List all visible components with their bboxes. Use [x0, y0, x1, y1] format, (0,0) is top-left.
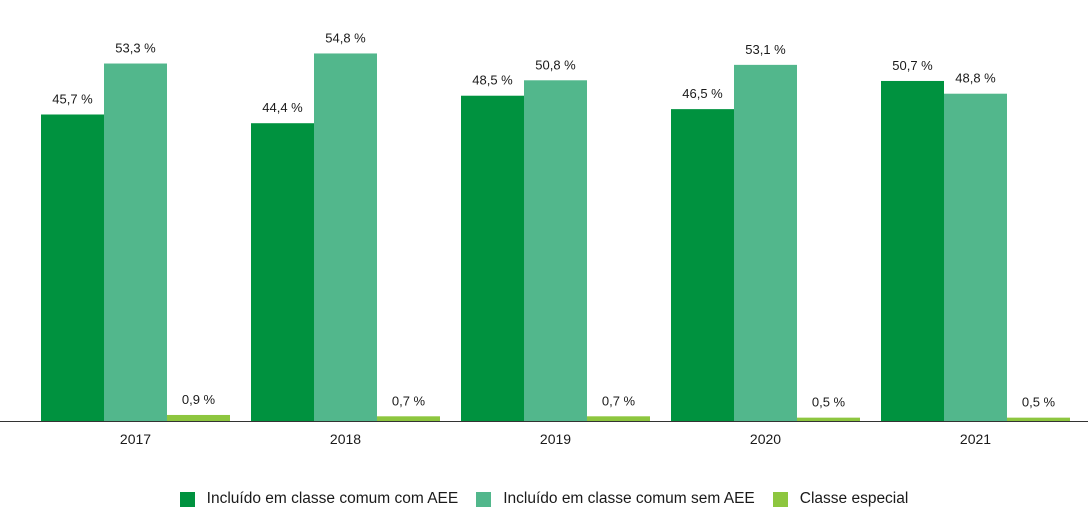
- data-label-2018-series-1: 44,4 %: [262, 100, 303, 115]
- bar-2021-series-1: [881, 80, 944, 422]
- bar-2017-series-2: [104, 63, 167, 422]
- legend-swatch: [772, 491, 788, 507]
- x-tick-label-2020: 2020: [750, 431, 781, 447]
- x-tick-label-2021: 2021: [960, 431, 991, 447]
- data-label-2017-series-3: 0,9 %: [182, 392, 216, 407]
- bar-2018-series-3: [377, 416, 440, 421]
- bar-2017-series-3: [167, 414, 230, 421]
- legend-label: Classe especial: [799, 490, 909, 507]
- bar-2021-series-2: [944, 93, 1007, 422]
- data-label-2019-series-1: 48,5 %: [472, 73, 513, 88]
- bar-2020-series-3: [797, 417, 860, 421]
- bar-2018-series-2: [314, 53, 377, 422]
- bar-chart: 45,7 % 53,3 % 0,9 % 2017 44,4 % 54,8 % 0,7 % 20…: [0, 30, 1088, 447]
- data-label-2020-series-3: 0,5 %: [812, 395, 846, 410]
- bar-2019-series-1: [461, 95, 524, 421]
- bar-2019-series-2: [524, 80, 587, 421]
- legend-item-1: Incluído em classe comum com AEE: [179, 490, 459, 508]
- bar-2018-series-1: [251, 123, 314, 421]
- bar-2020-series-1: [671, 109, 734, 422]
- legend-item-2: Incluído em classe comum sem AEE: [476, 490, 755, 508]
- data-label-2021-series-3: 0,5 %: [1022, 395, 1056, 410]
- legend-item-3: Classe especial: [772, 490, 909, 508]
- legend-swatch: [179, 491, 195, 507]
- data-label-2017-series-1: 45,7 %: [52, 91, 93, 106]
- data-label-2020-series-2: 53,1 %: [745, 42, 786, 57]
- x-tick-label-2019: 2019: [540, 431, 571, 447]
- data-label-2017-series-2: 53,3 %: [115, 41, 156, 56]
- bar-2020-series-2: [734, 64, 797, 421]
- x-tick-label-2017: 2017: [120, 431, 151, 447]
- data-label-2018-series-3: 0,7 %: [392, 393, 426, 408]
- legend: Incluído em classe comum com AEE Incluído…: [0, 488, 1088, 510]
- data-label-2021-series-1: 50,7 %: [892, 58, 933, 73]
- data-label-2020-series-1: 46,5 %: [682, 86, 723, 101]
- legend-label: Incluído em classe comum sem AEE: [503, 490, 755, 507]
- data-label-2021-series-2: 48,8 %: [955, 71, 996, 86]
- x-tick-label-2018: 2018: [330, 431, 361, 447]
- bar-2019-series-3: [587, 416, 650, 421]
- bar-2021-series-3: [1007, 417, 1070, 421]
- legend-swatch: [476, 491, 492, 507]
- data-label-2019-series-3: 0,7 %: [602, 393, 636, 408]
- bar-2017-series-1: [41, 114, 104, 422]
- data-label-2019-series-2: 50,8 %: [535, 57, 576, 72]
- legend-label: Incluído em classe comum com AEE: [206, 490, 459, 507]
- data-label-2018-series-2: 54,8 %: [325, 30, 366, 45]
